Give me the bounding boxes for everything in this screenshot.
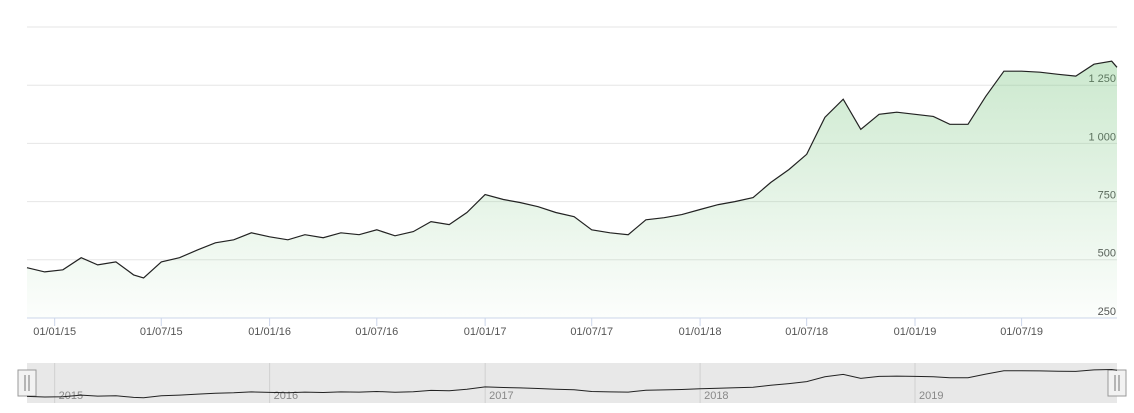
- x-tick-label: 01/01/17: [464, 326, 507, 338]
- x-tick-label: 01/07/17: [570, 326, 613, 338]
- x-tick-label: 01/07/19: [1000, 326, 1043, 338]
- navigator-line: [26, 368, 1118, 399]
- x-tick-label: 01/07/18: [785, 326, 828, 338]
- navigator-label: 2017: [489, 390, 513, 402]
- x-tick-label: 01/01/15: [33, 326, 76, 338]
- x-tick-label: 01/07/16: [355, 326, 398, 338]
- area: [27, 61, 1117, 318]
- x-tick-label: 01/01/16: [248, 326, 291, 338]
- x-tick-label: 01/01/19: [894, 326, 937, 338]
- line: [26, 60, 1118, 279]
- navigator-label: 2018: [704, 390, 728, 402]
- navigator-background: [27, 363, 1117, 403]
- x-tick-label: 01/01/18: [679, 326, 722, 338]
- x-tick-label: 01/07/15: [140, 326, 183, 338]
- navigator-handle-right[interactable]: [1107, 369, 1127, 397]
- navigator-label: 2016: [274, 390, 298, 402]
- navigator-handle-left[interactable]: [17, 369, 37, 397]
- navigator-label: 2019: [919, 390, 943, 402]
